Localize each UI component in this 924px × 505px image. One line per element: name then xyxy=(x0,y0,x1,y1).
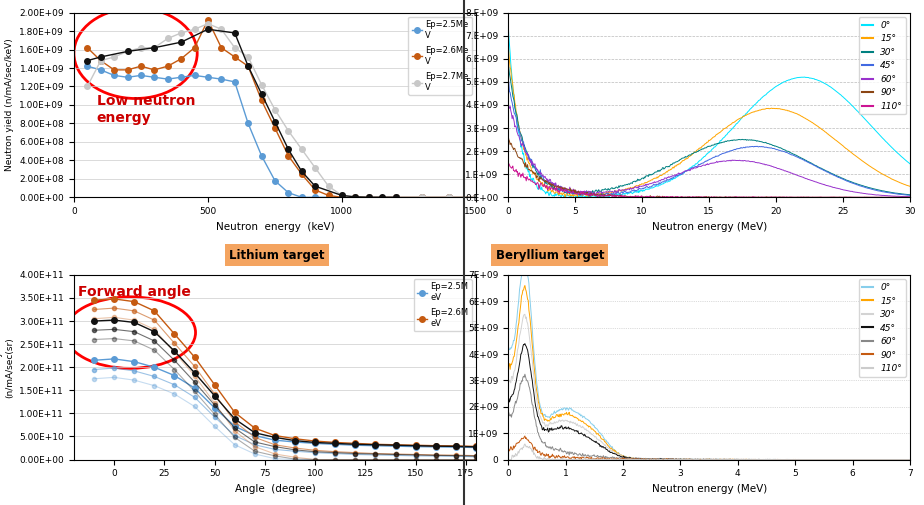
X-axis label: Neutron energy (MeV): Neutron energy (MeV) xyxy=(651,484,767,494)
Legend: Ep=2.5M
eV, Ep=2.6M
eV: Ep=2.5M eV, Ep=2.6M eV xyxy=(414,279,472,331)
Y-axis label: Neutron  yield
(n/mA/sec(sr): Neutron yield (n/mA/sec(sr) xyxy=(0,335,14,399)
Legend: 0°, 15°, 30°, 45°, 60°, 90°, 110°: 0°, 15°, 30°, 45°, 60°, 90°, 110° xyxy=(858,17,906,115)
Text: Forward angle: Forward angle xyxy=(78,285,191,298)
Text: Lithium target: Lithium target xyxy=(229,248,325,262)
Legend: Ep=2.5Me
V, Ep=2.6Me
V, Ep=2.7Me
V: Ep=2.5Me V, Ep=2.6Me V, Ep=2.7Me V xyxy=(408,17,472,95)
Text: Beryllium target: Beryllium target xyxy=(495,248,604,262)
X-axis label: Neutron energy (MeV): Neutron energy (MeV) xyxy=(651,222,767,232)
Legend: 0°, 15°, 30°, 45°, 60°, 90°, 110°: 0°, 15°, 30°, 45°, 60°, 90°, 110° xyxy=(858,279,906,377)
X-axis label: Angle  (degree): Angle (degree) xyxy=(235,484,315,494)
Text: Low neutron
energy: Low neutron energy xyxy=(97,94,195,125)
Y-axis label: Neutron yield (n/mA/sec/keV): Neutron yield (n/mA/sec/keV) xyxy=(5,38,14,171)
X-axis label: Neutron  energy  (keV): Neutron energy (keV) xyxy=(215,222,334,232)
